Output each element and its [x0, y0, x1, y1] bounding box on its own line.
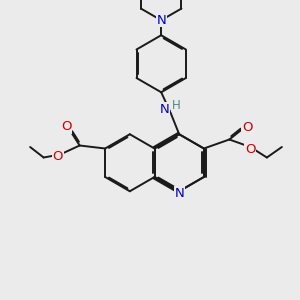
Text: O: O	[242, 121, 253, 134]
Text: O: O	[245, 143, 256, 156]
Text: N: N	[174, 187, 184, 200]
Text: O: O	[52, 149, 63, 163]
Text: H: H	[172, 99, 181, 112]
Text: N: N	[156, 14, 166, 27]
Text: N: N	[160, 103, 170, 116]
Text: O: O	[61, 120, 71, 133]
